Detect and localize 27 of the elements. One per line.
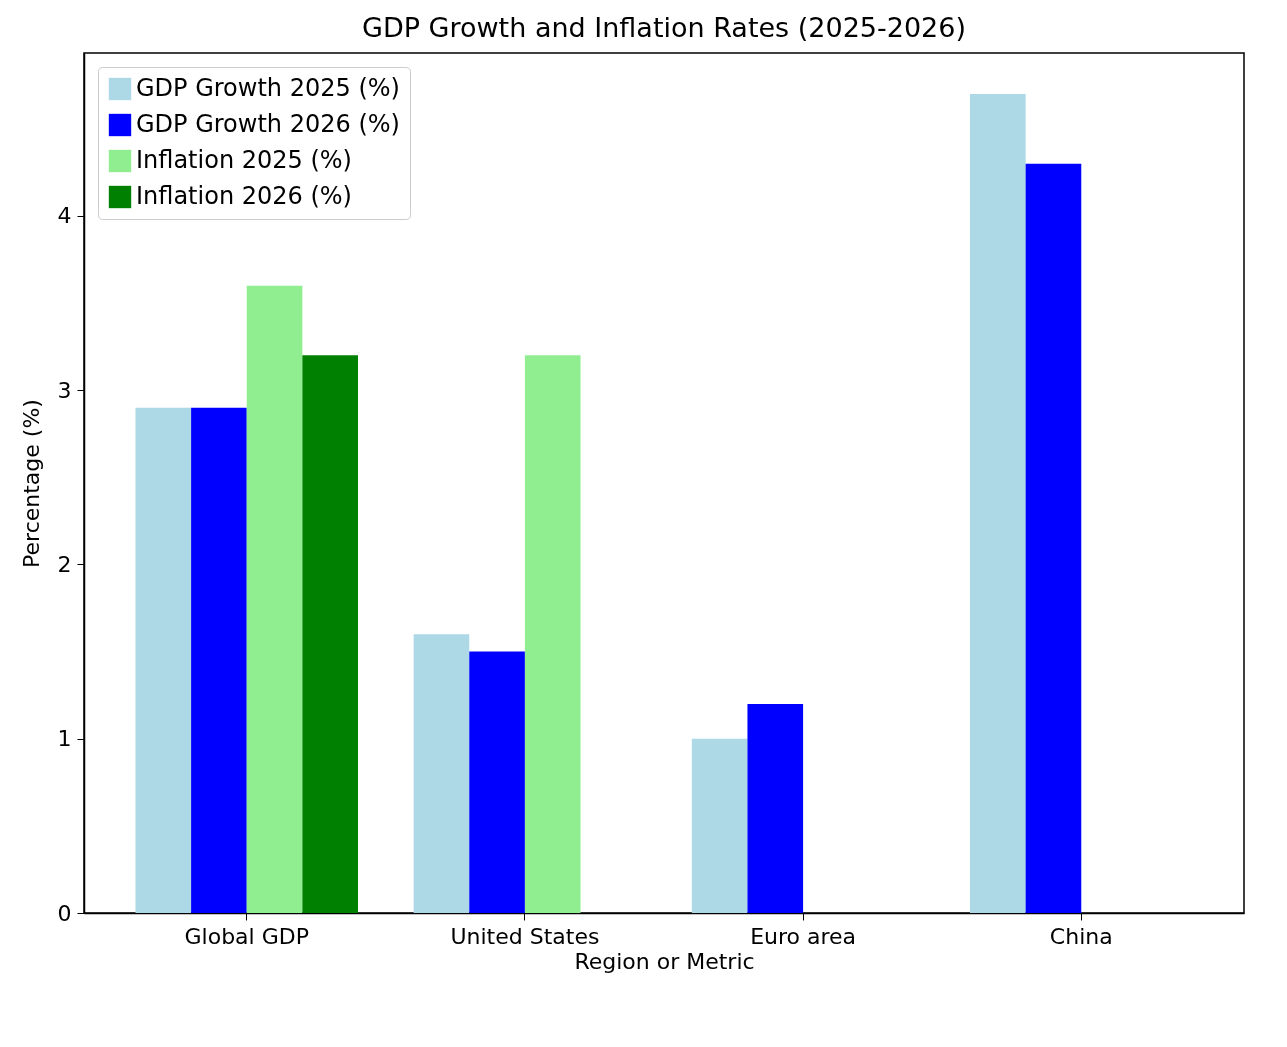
y-axis-title: Percentage (%)	[18, 399, 44, 568]
legend-label: GDP Growth 2025 (%)	[136, 74, 400, 102]
x-tick-label: Euro area	[750, 923, 857, 949]
bar	[1025, 163, 1082, 913]
chart-title: GDP Growth and Inflation Rates (2025-2026)	[362, 12, 966, 43]
bar	[135, 407, 192, 913]
y-tick-label: 4	[57, 203, 72, 229]
x-tick-label: United States	[450, 923, 600, 949]
legend-label: Inflation 2025 (%)	[136, 146, 352, 174]
bar	[246, 285, 303, 913]
bar	[524, 355, 581, 913]
bar	[747, 703, 804, 913]
y-tick-label: 3	[57, 377, 72, 403]
bar	[691, 738, 748, 913]
legend-label: GDP Growth 2026 (%)	[136, 110, 400, 138]
x-tick-label: Global GDP	[184, 923, 309, 949]
bar	[469, 651, 525, 913]
bar	[191, 407, 247, 913]
bar	[302, 355, 358, 913]
y-tick-label: 0	[57, 900, 72, 926]
legend-label: Inflation 2026 (%)	[136, 182, 352, 210]
x-axis-title: Region or Metric	[574, 948, 755, 974]
bar	[970, 93, 1026, 913]
y-tick-label: 1	[57, 726, 72, 752]
x-tick-label: China	[1049, 923, 1113, 949]
bar	[413, 634, 470, 913]
y-tick-label: 2	[57, 551, 72, 577]
